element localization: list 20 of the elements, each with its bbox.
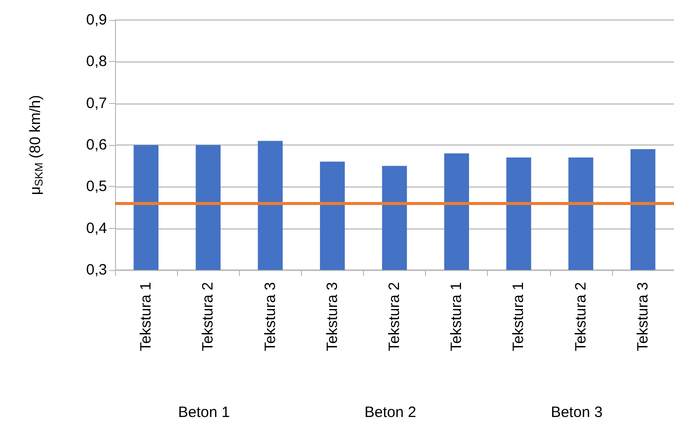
x-tick-label: Tekstura 3 bbox=[324, 282, 341, 352]
y-axis-title: μSKM (80 km/h) bbox=[27, 95, 46, 196]
x-tick-label: Tekstura 2 bbox=[386, 282, 403, 352]
text: Beton 2 bbox=[364, 404, 416, 421]
y-tick-label: 0,5 bbox=[86, 178, 107, 196]
x-tick-label: Tekstura 3 bbox=[262, 282, 279, 352]
y-tick-label: 0,6 bbox=[86, 136, 107, 154]
text: Beton 3 bbox=[550, 404, 603, 421]
text: Beton 1 bbox=[178, 404, 230, 421]
y-tick-label: 0,4 bbox=[86, 220, 107, 237]
x-tick-label: Tekstura 2 bbox=[200, 282, 217, 352]
y-tick-label: 0,7 bbox=[86, 94, 107, 112]
x-tick-label: Tekstura 1 bbox=[448, 282, 466, 352]
x-tick-label: Tekstura 2 bbox=[572, 282, 590, 352]
x-tick-label: Tekstura 1 bbox=[138, 282, 155, 352]
x-tick-label: Tekstura 3 bbox=[634, 282, 652, 352]
y-tick-label: 0,9 bbox=[86, 12, 107, 28]
y-tick-label: 0,8 bbox=[86, 53, 107, 70]
x-tick-label: Tekstura 1 bbox=[510, 282, 528, 352]
y-tick-label: 0,3 bbox=[86, 262, 107, 278]
